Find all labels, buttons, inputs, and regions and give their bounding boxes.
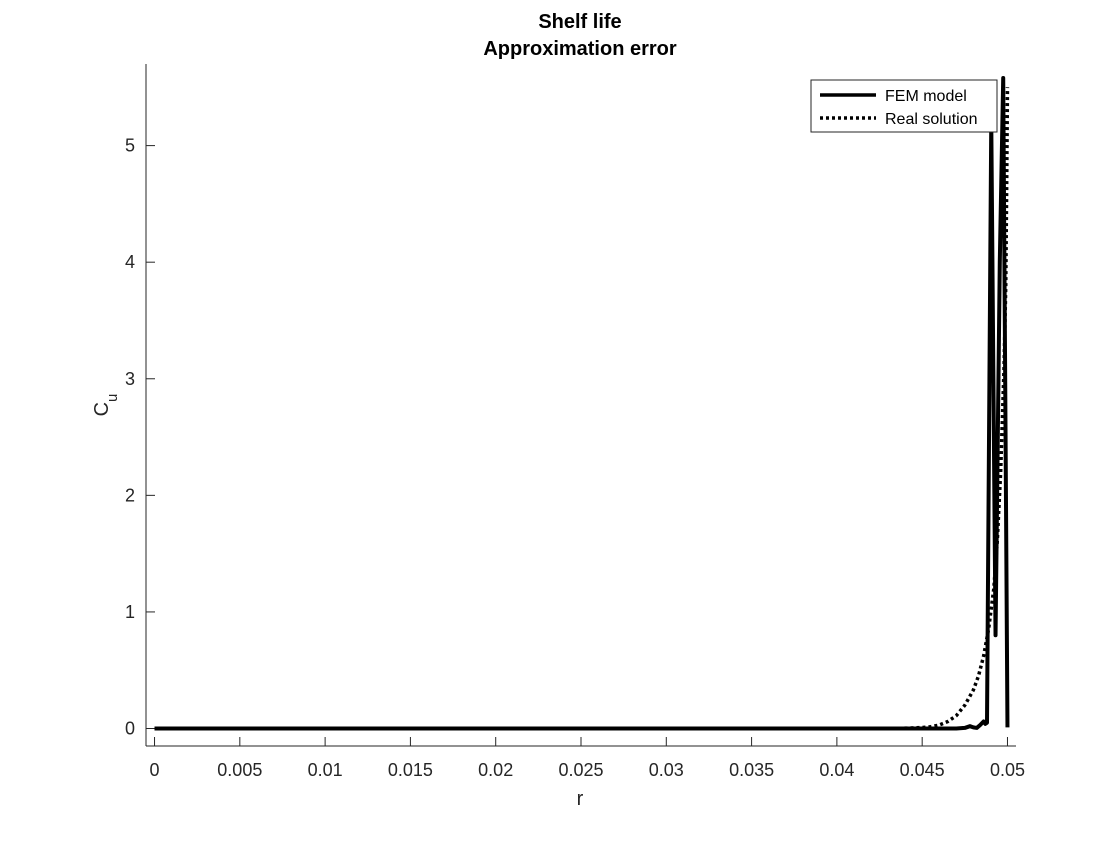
title-line-1: Shelf life bbox=[538, 11, 621, 33]
x-tick-label: 0.01 bbox=[308, 760, 343, 780]
series-layer bbox=[154, 75, 1010, 731]
legend-label-real-solution: Real solution bbox=[885, 111, 978, 128]
x-tick-label: 0.015 bbox=[388, 760, 433, 780]
y-axis-label-subscript: u bbox=[104, 394, 121, 402]
x-axis-label-group: r bbox=[577, 788, 584, 810]
legend: FEM model Real solution bbox=[810, 79, 998, 133]
legend-box bbox=[810, 79, 998, 133]
x-tick-label: 0.035 bbox=[729, 760, 774, 780]
x-tick-label: 0 bbox=[150, 760, 160, 780]
y-tick-label: 3 bbox=[125, 369, 135, 389]
y-tick-label: 2 bbox=[125, 485, 135, 505]
y-tick-label: 5 bbox=[125, 136, 135, 156]
chart-title: Shelf life Approximation error bbox=[483, 11, 677, 60]
title-line-2: Approximation error bbox=[483, 38, 677, 60]
axes: 0 0.005 0.01 0.015 0.02 0.025 0.03 0.035 0.04 0.0… bbox=[125, 64, 1025, 780]
series-line-real-solution bbox=[154, 87, 1010, 731]
y-axis-label-main: C bbox=[91, 402, 113, 416]
x-tick-label: 0.04 bbox=[819, 760, 854, 780]
y-tick-label: 4 bbox=[125, 252, 135, 272]
x-tick-label: 0.005 bbox=[217, 760, 262, 780]
x-tick-label: 0.05 bbox=[990, 760, 1025, 780]
series-line-fem-model bbox=[154, 75, 1010, 731]
y-axis-label-group: Cu bbox=[91, 394, 121, 417]
y-tick-label: 1 bbox=[125, 602, 135, 622]
x-tick-label: 0.03 bbox=[649, 760, 684, 780]
y-tick-label: 0 bbox=[125, 719, 135, 739]
y-axis-label: Cu bbox=[91, 394, 121, 417]
legend-label-fem-model: FEM model bbox=[885, 88, 967, 105]
x-tick-label: 0.02 bbox=[478, 760, 513, 780]
x-tick-label: 0.045 bbox=[900, 760, 945, 780]
x-tick-label: 0.025 bbox=[558, 760, 603, 780]
x-axis-label: r bbox=[577, 788, 584, 810]
